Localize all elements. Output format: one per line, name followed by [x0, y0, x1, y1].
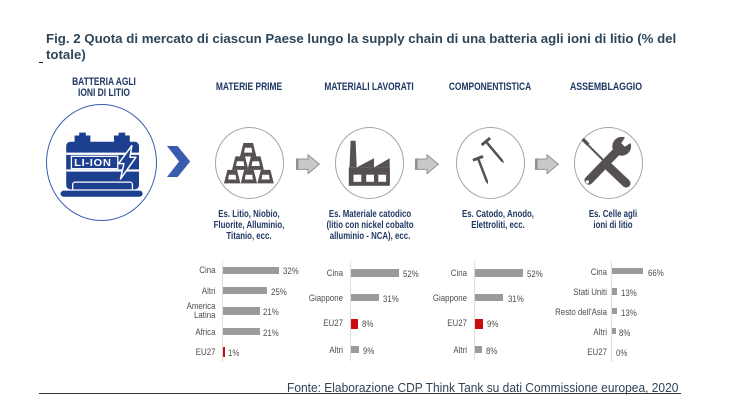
- svg-text:LI-ION: LI-ION: [74, 158, 112, 169]
